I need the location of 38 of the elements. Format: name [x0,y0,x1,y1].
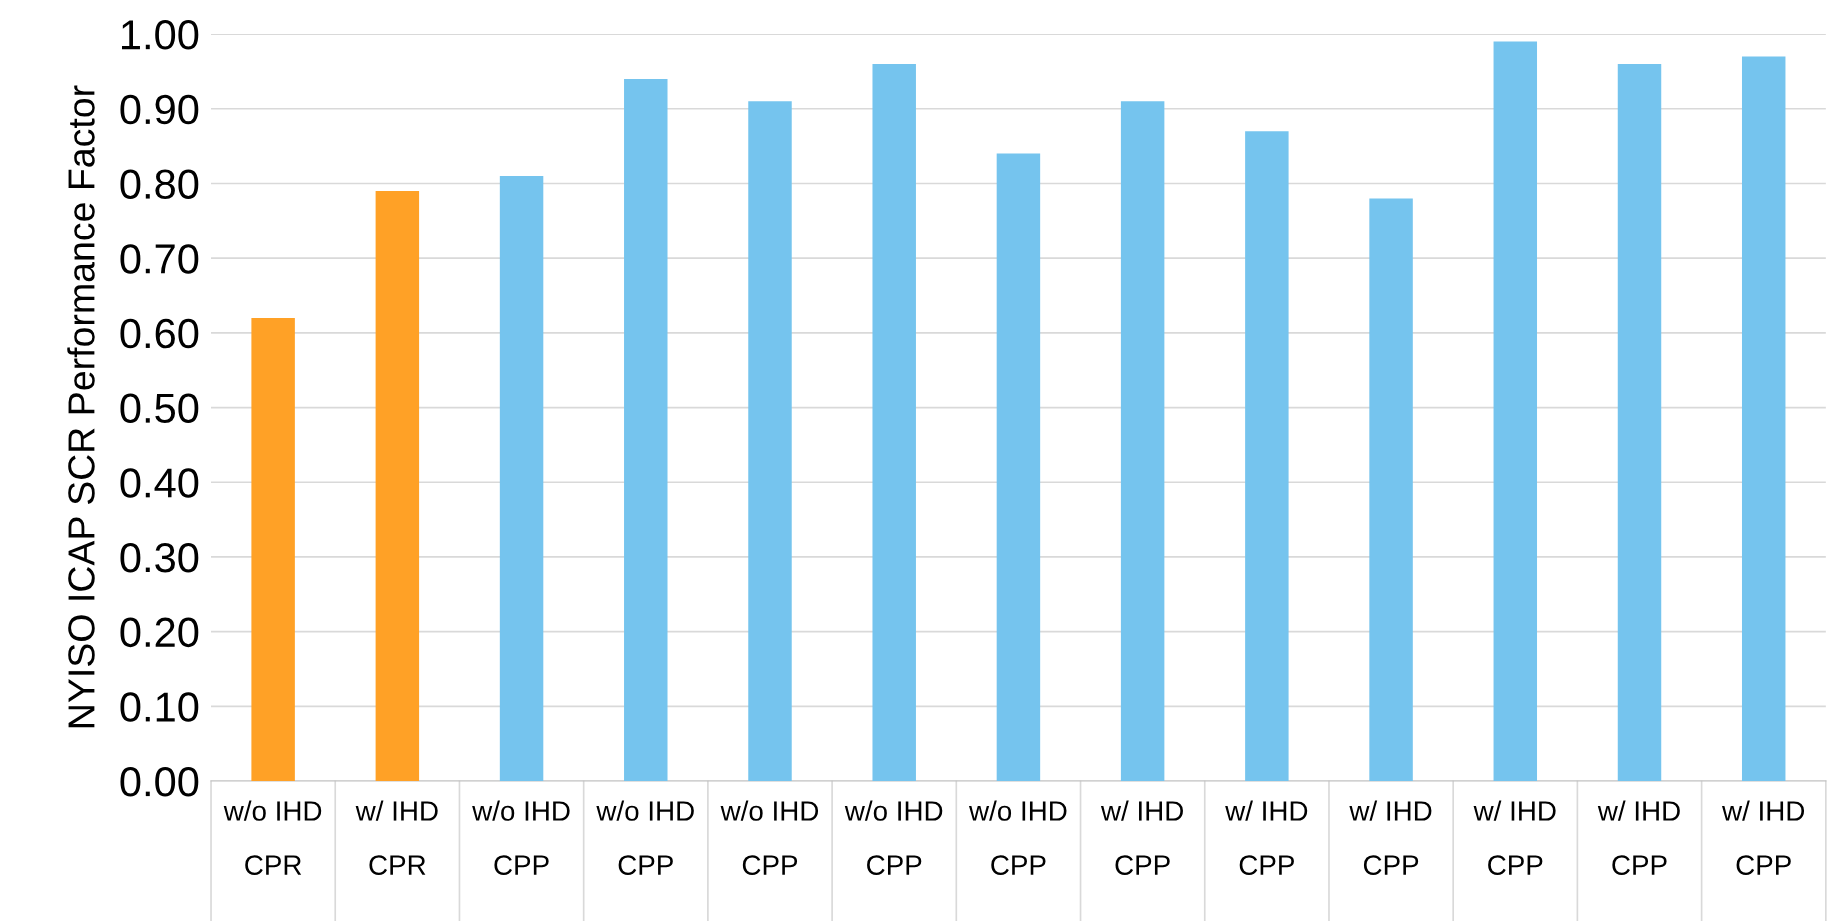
bar [624,78,668,782]
y-axis-title: NYISO ICAP SCR Performance Factor [67,85,95,728]
category-label: w/ IHD CPP [1349,800,1432,875]
y-tick-label: 0.10 [120,692,199,722]
y-tick-label: 0.30 [120,542,199,573]
bar [499,175,544,782]
category-label: w/ IHD CPP [1597,800,1680,875]
category-label: w/o IHD CPP [472,800,570,875]
y-tick-label: 0.40 [120,468,199,498]
bar [872,63,916,782]
y-tick-label: 0.80 [120,169,199,199]
category-label: w/ IHD CPP [1225,800,1308,875]
bar [1120,101,1165,782]
bar [1369,198,1413,782]
bar [1245,131,1289,782]
bar [375,190,420,782]
category-label: w/ IHD CPR [355,800,438,875]
y-tick-label: 0.20 [120,617,199,648]
bar [996,153,1041,782]
y-tick-label: 0.50 [120,393,199,424]
bar [251,317,295,782]
category-label: w/o IHD CPP [596,800,694,875]
y-tick-label: 0.70 [120,244,199,274]
bar [1741,56,1786,782]
bar [1617,63,1662,782]
category-label: w/o IHD CPP [844,800,943,875]
category-label: w/o IHD CPP [720,800,819,875]
y-tick-label: 0.90 [120,94,199,125]
y-tick-label: 0.00 [120,767,199,797]
category-label: w/ IHD CPP [1100,800,1183,875]
category-label: w/ IHD CPP [1473,800,1556,875]
y-tick-label: 0.60 [120,318,199,349]
y-tick-label: 1.00 [122,20,199,50]
bar [1493,41,1538,782]
category-label: w/o IHD CPR [223,800,322,875]
category-label: w/o IHD CPP [969,800,1067,875]
category-label: w/ IHD CPP [1722,800,1805,875]
bar [748,101,792,782]
